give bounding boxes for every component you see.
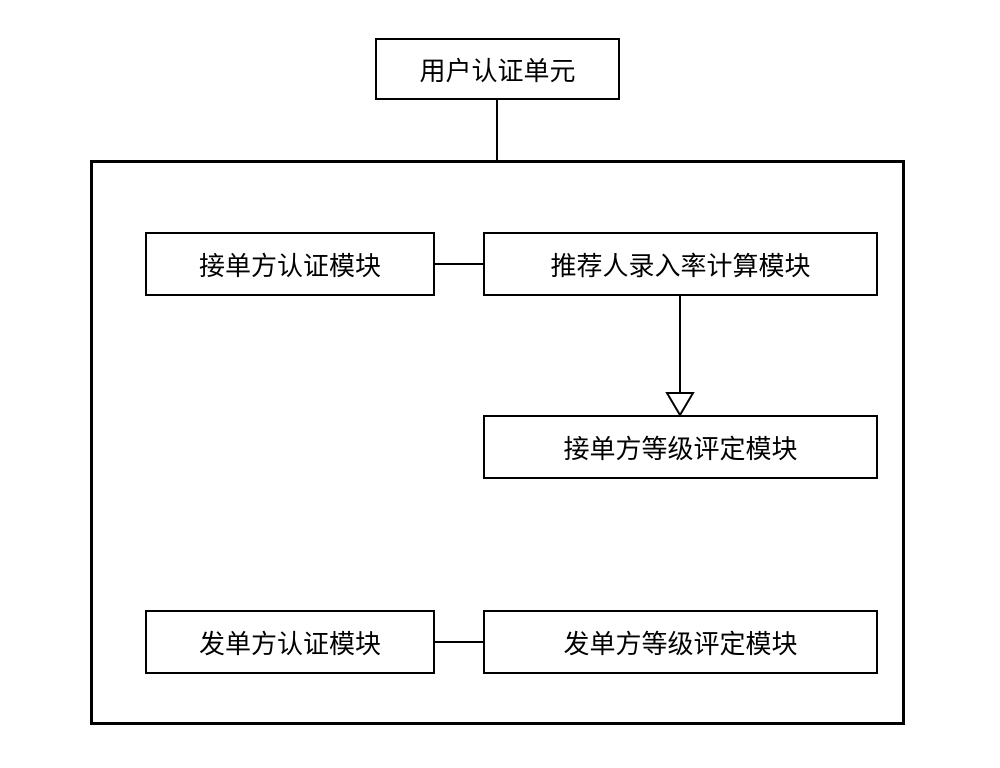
receiver-auth-label: 接单方认证模块	[199, 246, 381, 283]
receiver-auth-node: 接单方认证模块	[145, 232, 435, 296]
issuer-auth-node: 发单方认证模块	[145, 610, 435, 674]
recommender-calc-label: 推荐人录入率计算模块	[550, 246, 810, 283]
issuer-grade-label: 发单方等级评定模块	[563, 624, 797, 661]
receiver-grade-node: 接单方等级评定模块	[483, 415, 878, 479]
recommender-calc-node: 推荐人录入率计算模块	[483, 232, 878, 296]
issuer-grade-node: 发单方等级评定模块	[483, 610, 878, 674]
issuer-auth-label: 发单方认证模块	[199, 624, 381, 661]
top-node: 用户认证单元	[375, 38, 620, 100]
receiver-grade-label: 接单方等级评定模块	[563, 429, 797, 466]
top-node-label: 用户认证单元	[419, 51, 575, 88]
